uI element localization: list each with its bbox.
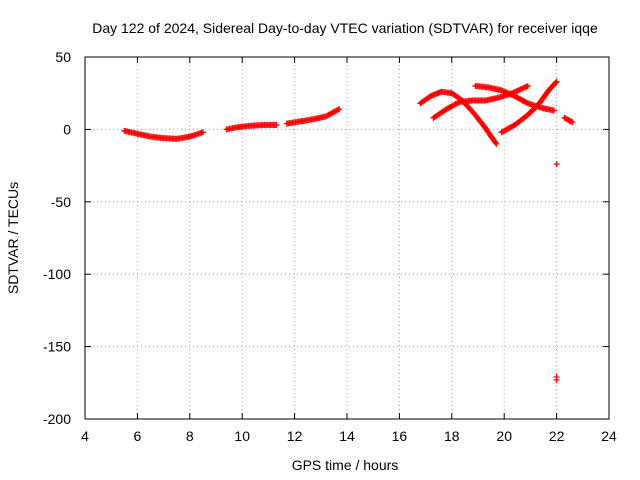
data-point-marker: [553, 78, 560, 85]
data-point-marker: [493, 140, 500, 147]
series-arc-2: [223, 122, 280, 133]
chart-title: Day 122 of 2024, Sidereal Day-to-day VTE…: [92, 20, 598, 36]
data-point-marker: [568, 118, 575, 125]
data-point-marker: [492, 139, 499, 146]
series-outliers: [553, 161, 560, 383]
y-tick-label: -50: [51, 194, 71, 210]
plot-frame: [84, 56, 610, 420]
data-point-marker: [334, 106, 341, 113]
data-point-marker: [552, 79, 559, 86]
x-axis-label: GPS time / hours: [292, 457, 399, 473]
x-tick-label: 10: [234, 428, 250, 444]
data-point-marker: [524, 82, 531, 89]
x-tick-label: 4: [81, 428, 89, 444]
series-arc-5: [430, 82, 531, 121]
series-arc-8: [561, 114, 576, 126]
data-point-marker: [455, 99, 462, 106]
data-point-marker: [569, 119, 576, 126]
data-point-marker: [550, 107, 557, 114]
y-axis-label: SDTVAR / TECUs: [5, 182, 21, 294]
y-tick-label: -150: [43, 339, 71, 355]
x-tick-label: 14: [339, 428, 355, 444]
grid-lines: [85, 57, 609, 419]
data-point-marker: [523, 99, 530, 106]
x-tick-label: 6: [134, 428, 142, 444]
series-arc-3: [283, 106, 343, 127]
x-tick-label: 22: [549, 428, 565, 444]
y-tick-label: 50: [55, 49, 71, 65]
x-tick-label: 12: [287, 428, 303, 444]
y-tick-label: -100: [43, 266, 71, 282]
y-tick-label: -200: [43, 411, 71, 427]
x-tick-label: 8: [186, 428, 194, 444]
series-arc-7: [498, 78, 560, 136]
data-marks: [121, 78, 576, 383]
x-tick-label: 24: [601, 428, 617, 444]
x-tick-label: 18: [444, 428, 460, 444]
y-tick-label: 0: [63, 121, 71, 137]
series-arc-6: [472, 82, 557, 114]
x-tick-label: 16: [392, 428, 408, 444]
axis-ticks: 4 6 8 10 12 14 16 18 20 22 24 -200 -150 -100 -50 0 50: [43, 49, 617, 444]
series-arc-1: [121, 127, 206, 142]
data-point-marker: [336, 106, 343, 113]
data-point-marker: [553, 376, 560, 383]
data-point-marker: [199, 129, 206, 136]
x-tick-label: 20: [496, 428, 512, 444]
data-point-marker: [273, 122, 280, 129]
data-point-marker: [553, 161, 560, 168]
